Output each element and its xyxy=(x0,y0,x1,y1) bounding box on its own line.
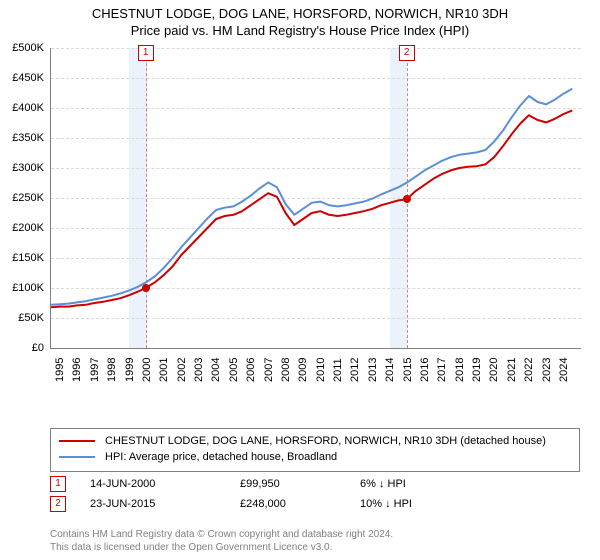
sales-table: 1 14-JUN-2000 £99,950 6% ↓ HPI 2 23-JUN-… xyxy=(50,474,580,514)
y-tick-label: £0 xyxy=(0,342,44,354)
x-tick-label: 2015 xyxy=(402,358,414,382)
title-line-1: CHESTNUT LODGE, DOG LANE, HORSFORD, NORW… xyxy=(0,6,600,21)
legend-swatch-0 xyxy=(59,440,95,442)
chart-titles: CHESTNUT LODGE, DOG LANE, HORSFORD, NORW… xyxy=(0,0,600,38)
y-tick-label: £200K xyxy=(0,222,44,234)
x-tick-label: 2014 xyxy=(384,358,396,382)
x-tick-label: 2010 xyxy=(315,358,327,382)
sales-idx-2: 2 xyxy=(50,496,66,512)
title-line-2: Price paid vs. HM Land Registry's House … xyxy=(0,23,600,38)
legend-row-series-0: CHESTNUT LODGE, DOG LANE, HORSFORD, NORW… xyxy=(59,433,571,449)
x-tick-label: 2008 xyxy=(280,358,292,382)
x-tick-label: 1997 xyxy=(89,358,101,382)
sale-marker-1: 1 xyxy=(138,45,154,61)
x-tick-label: 2001 xyxy=(158,358,170,382)
y-tick-label: £450K xyxy=(0,72,44,84)
x-tick-label: 2002 xyxy=(176,358,188,382)
sales-date-2: 23-JUN-2015 xyxy=(90,498,240,510)
chart-area: 12 £0£50K£100K£150K£200K£250K£300K£350K£… xyxy=(50,48,580,388)
x-tick-label: 2016 xyxy=(419,358,431,382)
x-tick-label: 2022 xyxy=(523,358,535,382)
series-line xyxy=(51,89,572,305)
x-tick-label: 2003 xyxy=(193,358,205,382)
plot-region: 12 xyxy=(50,48,581,349)
footer-attribution: Contains HM Land Registry data © Crown c… xyxy=(50,529,580,554)
x-tick-label: 2005 xyxy=(228,358,240,382)
line-series-svg xyxy=(51,48,581,348)
sales-price-1: £99,950 xyxy=(240,478,360,490)
footer-line-2: This data is licensed under the Open Gov… xyxy=(50,542,580,555)
x-tick-label: 1996 xyxy=(71,358,83,382)
sales-row-2: 2 23-JUN-2015 £248,000 10% ↓ HPI xyxy=(50,494,580,514)
legend-box: CHESTNUT LODGE, DOG LANE, HORSFORD, NORW… xyxy=(50,428,580,472)
series-line xyxy=(51,110,572,307)
legend-label-0: CHESTNUT LODGE, DOG LANE, HORSFORD, NORW… xyxy=(105,435,546,447)
sales-delta-1: 6% ↓ HPI xyxy=(360,478,480,490)
legend-swatch-1 xyxy=(59,456,95,458)
x-tick-label: 1995 xyxy=(54,358,66,382)
x-tick-label: 2021 xyxy=(506,358,518,382)
x-tick-label: 2017 xyxy=(436,358,448,382)
x-tick-label: 2012 xyxy=(349,358,361,382)
sales-idx-1: 1 xyxy=(50,476,66,492)
y-tick-label: £50K xyxy=(0,312,44,324)
sale-dot-2 xyxy=(403,195,411,203)
footer-line-1: Contains HM Land Registry data © Crown c… xyxy=(50,529,580,542)
sale-marker-2: 2 xyxy=(399,45,415,61)
x-tick-label: 2006 xyxy=(245,358,257,382)
legend-label-1: HPI: Average price, detached house, Broa… xyxy=(105,451,337,463)
y-tick-label: £350K xyxy=(0,132,44,144)
sales-delta-2: 10% ↓ HPI xyxy=(360,498,480,510)
x-tick-label: 2018 xyxy=(454,358,466,382)
x-tick-label: 2019 xyxy=(471,358,483,382)
y-tick-label: £400K xyxy=(0,102,44,114)
y-tick-label: £250K xyxy=(0,192,44,204)
x-tick-label: 1998 xyxy=(106,358,118,382)
sales-price-2: £248,000 xyxy=(240,498,360,510)
x-tick-label: 2020 xyxy=(488,358,500,382)
y-tick-label: £300K xyxy=(0,162,44,174)
y-tick-label: £100K xyxy=(0,282,44,294)
sales-row-1: 1 14-JUN-2000 £99,950 6% ↓ HPI xyxy=(50,474,580,494)
x-tick-label: 1999 xyxy=(124,358,136,382)
x-tick-label: 2024 xyxy=(558,358,570,382)
x-tick-label: 2011 xyxy=(332,358,344,382)
legend-row-series-1: HPI: Average price, detached house, Broa… xyxy=(59,449,571,465)
x-tick-label: 2023 xyxy=(541,358,553,382)
y-tick-label: £500K xyxy=(0,42,44,54)
x-tick-label: 2004 xyxy=(210,358,222,382)
x-tick-label: 2013 xyxy=(367,358,379,382)
y-tick-label: £150K xyxy=(0,252,44,264)
sale-dot-1 xyxy=(142,284,150,292)
sales-date-1: 14-JUN-2000 xyxy=(90,478,240,490)
x-tick-label: 2007 xyxy=(263,358,275,382)
x-tick-label: 2000 xyxy=(141,358,153,382)
x-tick-label: 2009 xyxy=(297,358,309,382)
